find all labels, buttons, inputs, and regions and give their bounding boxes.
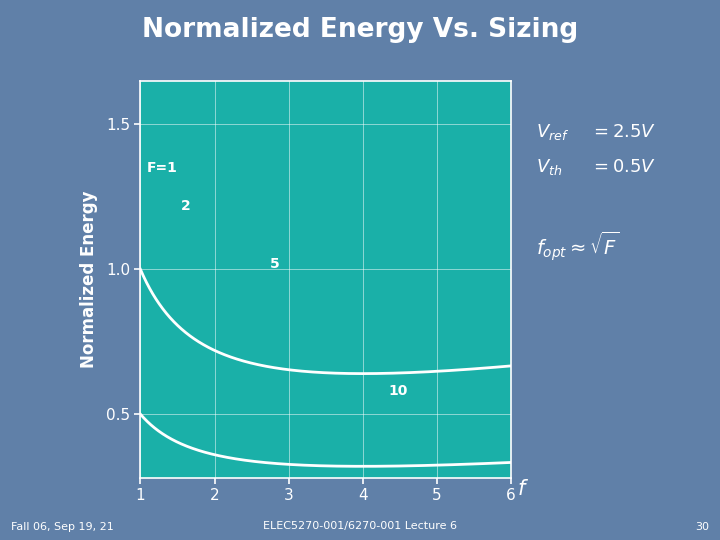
Text: 10: 10 xyxy=(389,384,408,398)
Y-axis label: Normalized Energy: Normalized Energy xyxy=(79,191,97,368)
Text: Normalized Energy Vs. Sizing: Normalized Energy Vs. Sizing xyxy=(142,17,578,43)
Text: $f_{opt} \approx \sqrt{F}$: $f_{opt} \approx \sqrt{F}$ xyxy=(536,229,620,262)
Text: $V_{ref}$: $V_{ref}$ xyxy=(536,122,570,143)
Text: $V_{th}$: $V_{th}$ xyxy=(536,157,563,178)
Text: $f$: $f$ xyxy=(517,478,528,499)
Text: $= 0.5V$: $= 0.5V$ xyxy=(590,158,657,177)
Text: 5: 5 xyxy=(270,256,280,271)
Text: 30: 30 xyxy=(696,522,709,531)
Text: F=1: F=1 xyxy=(146,161,177,175)
Text: $= 2.5V$: $= 2.5V$ xyxy=(590,123,657,141)
Text: Fall 06, Sep 19, 21: Fall 06, Sep 19, 21 xyxy=(11,522,114,531)
Text: 2: 2 xyxy=(181,199,191,213)
Text: ELEC5270-001/6270-001 Lecture 6: ELEC5270-001/6270-001 Lecture 6 xyxy=(263,522,457,531)
